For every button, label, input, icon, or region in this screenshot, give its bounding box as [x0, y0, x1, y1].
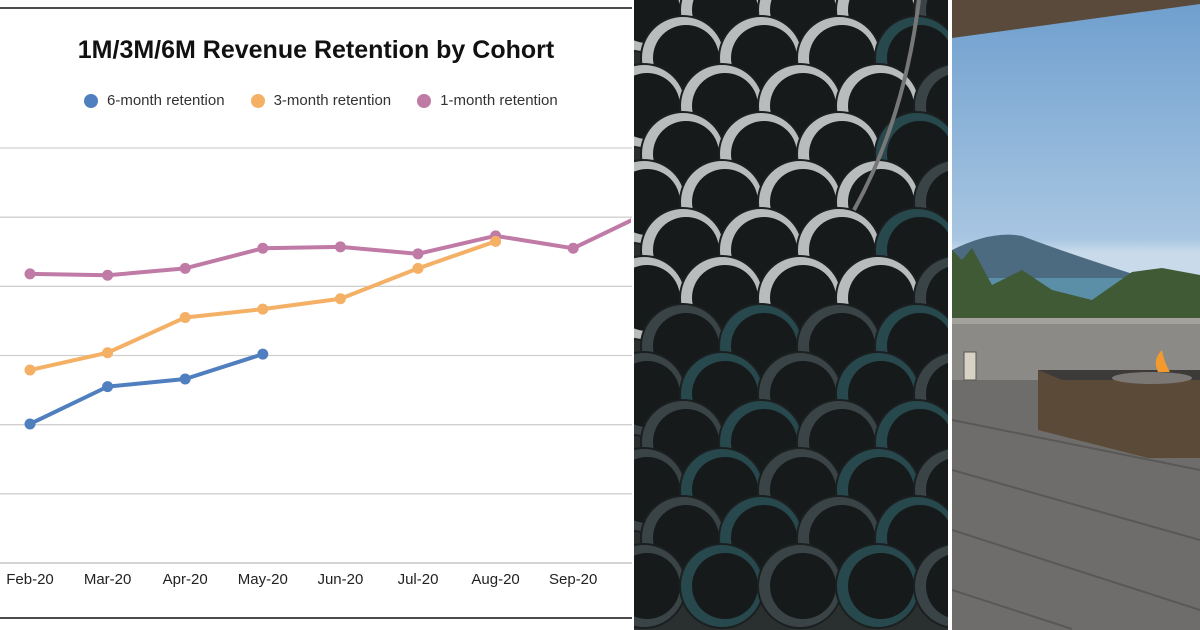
data-point [102, 347, 114, 359]
x-tick-label: Feb-20 [6, 571, 54, 588]
legend-item-6-month: 6-month retention [84, 92, 225, 109]
pipe-hole [848, 553, 914, 619]
pipe-hole [634, 553, 680, 619]
data-point [179, 262, 191, 274]
pipe-hole [770, 553, 836, 619]
chart-title: 1M/3M/6M Revenue Retention by Cohort [77, 36, 555, 64]
legend-marker-icon [250, 93, 265, 108]
pipe-hole [926, 554, 948, 618]
data-point [412, 262, 424, 274]
x-tick-label: Aug-20 [471, 571, 520, 588]
data-point [24, 364, 36, 376]
x-tick-label: Jul-20 [397, 571, 439, 588]
chart-svg [0, 7, 632, 619]
cable [852, 0, 921, 211]
data-point [179, 311, 191, 323]
data-point [102, 381, 114, 393]
data-point [412, 248, 424, 260]
legend-item-3-month: 3-month retention [250, 92, 392, 109]
data-point [334, 293, 346, 305]
series-line-1-month-retention [29, 218, 631, 278]
pipe-hole [692, 553, 758, 619]
chart-panel: 1M/3M/6M Revenue Retention by Cohort 6-m… [0, 7, 657, 619]
data-point [567, 242, 579, 254]
legend-label: 1-month retention [440, 92, 558, 109]
data-point [257, 242, 269, 254]
pipes-image [634, 0, 948, 629]
x-tick-label: Apr-20 [162, 571, 208, 588]
chart-legend: 6-month retention 3-month retention 1-mo… [84, 92, 558, 109]
pipes-photo [634, 0, 948, 630]
legend-marker-icon [417, 93, 432, 108]
patio-photo [952, 0, 1200, 630]
legend-item-1-month: 1-month retention [417, 92, 558, 109]
legend-label: 6-month retention [107, 92, 225, 109]
patio-image [952, 0, 1200, 630]
data-point [490, 235, 502, 247]
data-point [24, 268, 36, 280]
x-tick-label: May-20 [237, 571, 288, 588]
x-tick-label: Sep-20 [549, 571, 598, 588]
data-point [24, 418, 36, 430]
data-point [257, 303, 269, 315]
data-point [334, 241, 346, 253]
data-point [257, 348, 269, 360]
data-point [179, 373, 191, 385]
x-tick-label: Mar-20 [83, 571, 132, 588]
legend-label: 3-month retention [273, 92, 392, 109]
x-tick-label: Jun-20 [317, 571, 364, 588]
data-point [102, 269, 114, 281]
series-line-6-month-retention [29, 352, 264, 426]
legend-marker-icon [84, 93, 98, 108]
